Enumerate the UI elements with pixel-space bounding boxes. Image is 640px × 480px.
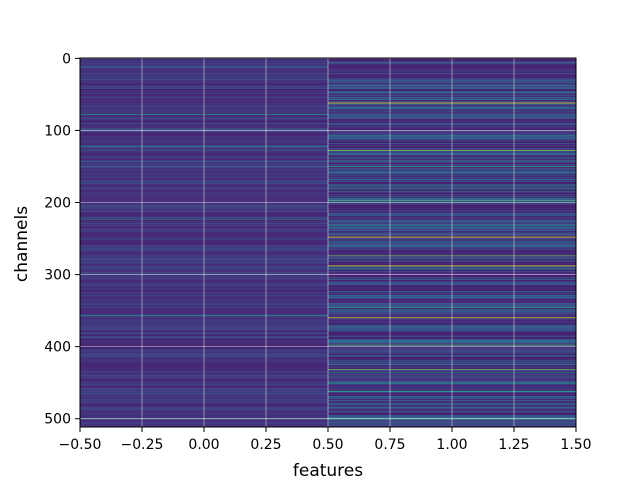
x-tick-label: 0.00 [188, 437, 219, 453]
y-axis: 0 100 200 300 400 500 [44, 51, 80, 428]
x-tick-label: −0.25 [121, 437, 164, 453]
y-axis-label: channels [12, 206, 32, 282]
x-axis: −0.50 −0.25 0.00 0.25 0.50 0.75 1.00 1.25 1.50 [59, 427, 592, 453]
y-tick-label: 0 [62, 51, 71, 67]
y-tick-label: 400 [44, 340, 71, 356]
plot-area [79, 57, 577, 428]
x-tick-label: 1.25 [498, 437, 529, 453]
x-tick-label: 1.50 [560, 437, 591, 453]
x-tick-label: 0.75 [374, 437, 405, 453]
x-axis-label: features [293, 461, 363, 480]
x-tick-label: 0.50 [312, 437, 343, 453]
x-tick-label: −0.50 [59, 437, 102, 453]
x-tick-label: 1.00 [436, 437, 467, 453]
y-tick-label: 500 [44, 412, 71, 428]
y-tick-label: 200 [44, 196, 71, 212]
x-tick-label: 0.25 [250, 437, 281, 453]
y-tick-label: 100 [44, 123, 71, 139]
y-tick-label: 300 [44, 268, 71, 284]
